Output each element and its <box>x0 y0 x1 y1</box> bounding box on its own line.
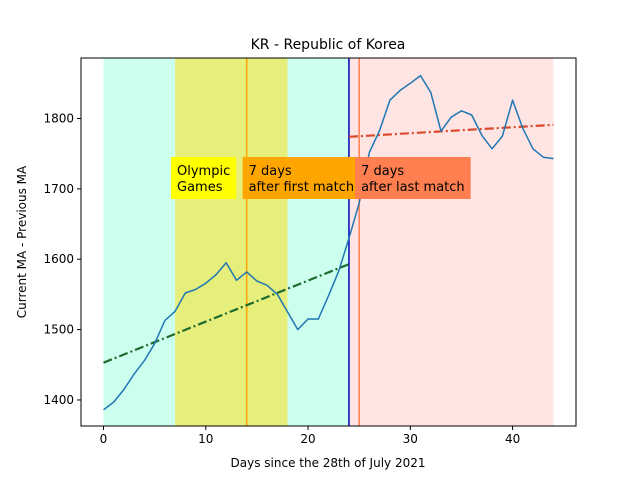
y-tick-label: 1400 <box>43 393 74 407</box>
y-tick-label: 1500 <box>43 323 74 337</box>
annotation-box <box>242 157 361 199</box>
shaded-region-2 <box>287 58 349 426</box>
annotation-text-line: after last match <box>361 180 465 195</box>
series-line-0 <box>103 74 554 411</box>
y-tick-label: 1700 <box>43 182 74 196</box>
annotation-text-line: Games <box>177 180 223 195</box>
annotation-box <box>355 157 471 199</box>
y-axis-label: Current MA - Previous MA <box>15 165 29 318</box>
x-tick-label: 20 <box>300 432 315 446</box>
annotation-text-line: Olympic <box>177 164 230 179</box>
x-axis-label: Days since the 28th of July 2021 <box>231 456 426 470</box>
x-tick-label: 30 <box>403 432 418 446</box>
chart-title: KR - Republic of Korea <box>251 37 406 53</box>
series-group <box>103 74 554 411</box>
annotation-box <box>171 157 237 199</box>
annotation-text-line: 7 days <box>361 164 404 179</box>
x-axis-ticks: 0 10 20 30 40 <box>100 426 520 446</box>
plot-frame <box>80 57 577 427</box>
shaded-regions <box>103 58 554 426</box>
shaded-region-3 <box>348 58 554 426</box>
y-axis-ticks: 1400 1500 1600 1700 1800 <box>43 112 81 407</box>
trend-line-1 <box>348 123 554 138</box>
annotation-text-line: 7 days <box>249 164 292 179</box>
y-tick-label: 1600 <box>43 252 74 266</box>
y-tick-label: 1800 <box>43 112 74 126</box>
x-tick-label: 10 <box>198 432 213 446</box>
trend-lines <box>103 123 554 364</box>
annotation-text-line: after first match <box>249 180 355 195</box>
shaded-region-1 <box>175 58 288 426</box>
vertical-lines <box>245 58 360 426</box>
trend-line-0 <box>103 263 350 364</box>
x-tick-label: 0 <box>100 432 108 446</box>
shaded-region-0 <box>103 58 176 426</box>
x-tick-label: 40 <box>505 432 520 446</box>
